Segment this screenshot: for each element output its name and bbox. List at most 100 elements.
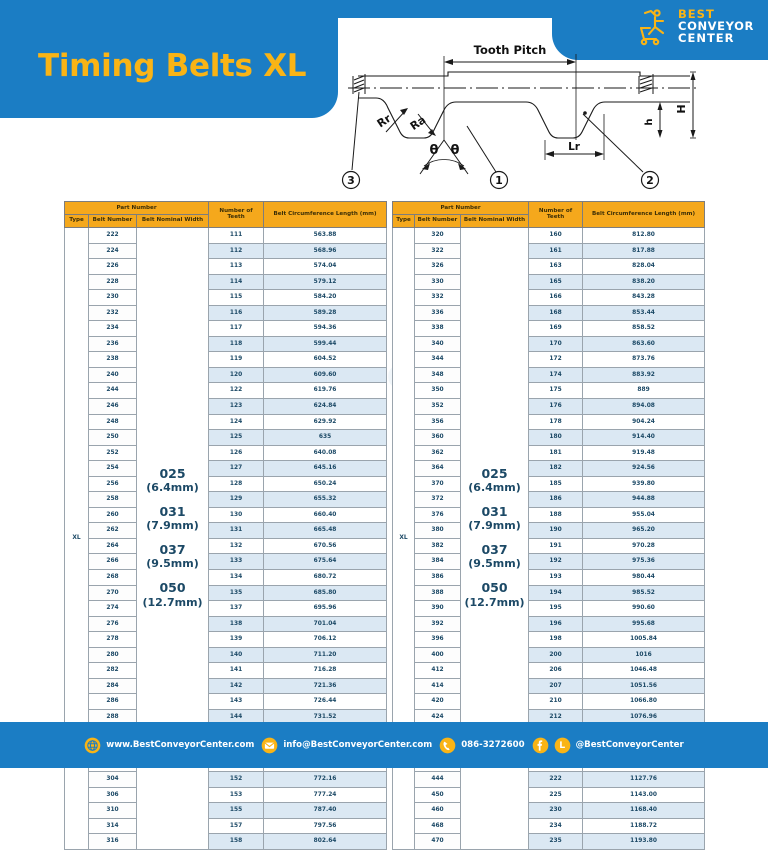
header-belt-number-right: Belt Number xyxy=(414,213,461,228)
cell-belt-number: 288 xyxy=(88,708,137,726)
table-row: 370 185 939.80 xyxy=(393,475,706,493)
cell-belt-circumference: 655.32 xyxy=(263,491,388,508)
cell-belt-number: 364 xyxy=(414,460,461,477)
cell-belt-number: 468 xyxy=(414,817,461,835)
cell-number-of-teeth: 133 xyxy=(208,553,265,570)
cell-belt-circumference: 731.52 xyxy=(263,708,388,726)
cell-number-of-teeth: 128 xyxy=(208,475,265,493)
cell-belt-circumference: 701.04 xyxy=(263,615,388,633)
table-row: 278 139 706.12 xyxy=(65,631,388,648)
table-row: 306 153 777.24 xyxy=(65,786,388,804)
cell-number-of-teeth: 157 xyxy=(208,817,265,835)
table-row: 468 234 1188.72 xyxy=(393,817,706,835)
cell-number-of-teeth: 181 xyxy=(528,444,584,462)
facebook-icon xyxy=(532,737,548,753)
table-row: 314 157 797.56 xyxy=(65,817,388,835)
table-row: 356 178 904.24 xyxy=(393,413,706,431)
cell-belt-number: 420 xyxy=(414,693,461,710)
cell-belt-circumference: 817.88 xyxy=(582,242,706,260)
cell-belt-circumference: 812.80 xyxy=(582,226,706,244)
cell-belt-circumference: 589.28 xyxy=(263,304,388,322)
cell-number-of-teeth: 200 xyxy=(528,646,584,664)
cell-number-of-teeth: 138 xyxy=(208,615,265,633)
cell-number-of-teeth: 119 xyxy=(208,351,265,368)
cell-belt-number: 286 xyxy=(88,693,137,710)
table-row: 276 138 701.04 xyxy=(65,615,388,633)
cell-belt-circumference: 838.20 xyxy=(582,273,706,291)
table-row: 224 112 568.96 xyxy=(65,242,388,260)
cell-belt-number: 304 xyxy=(88,771,137,788)
cell-belt-number: 470 xyxy=(414,833,461,850)
width-mm: (9.5mm) xyxy=(468,557,521,571)
table-row: 396 198 1005.84 xyxy=(393,631,706,648)
cell-belt-circumference: 635 xyxy=(263,429,388,446)
footer-social[interactable]: @BestConveyorCenter xyxy=(532,737,684,754)
cell-belt-circumference: 802.64 xyxy=(263,833,388,850)
cell-belt-number: 392 xyxy=(414,615,461,633)
cell-number-of-teeth: 143 xyxy=(208,693,265,710)
footer-email[interactable]: info@BestConveyorCenter.com xyxy=(261,737,432,754)
cell-belt-circumference: 1188.72 xyxy=(582,817,706,835)
cell-number-of-teeth: 196 xyxy=(528,615,584,633)
logo-line-conveyor: CONVEYOR xyxy=(678,19,754,34)
cell-belt-number: 276 xyxy=(88,615,137,633)
table-row: 338 169 858.52 xyxy=(393,320,706,337)
footer-website[interactable]: www.BestConveyorCenter.com xyxy=(84,737,254,754)
table-row: 262 131 665.48 xyxy=(65,522,388,539)
cell-belt-number: 232 xyxy=(88,304,137,322)
cell-belt-number: 320 xyxy=(414,226,461,244)
cell-belt-number: 348 xyxy=(414,366,461,384)
cell-belt-number: 250 xyxy=(88,429,137,446)
cell-belt-circumference: 828.04 xyxy=(582,258,706,275)
table-row: 340 170 863.60 xyxy=(393,335,706,353)
spec-tables: Part Number Number of Teeth Belt Circumf… xyxy=(0,201,768,850)
cell-belt-circumference: 619.76 xyxy=(263,382,388,399)
cell-belt-circumference: 853.44 xyxy=(582,304,706,322)
table-row: 226 113 574.04 xyxy=(65,258,388,275)
footer-phone[interactable]: 086-3272600 xyxy=(439,737,525,754)
cell-number-of-teeth: 122 xyxy=(208,382,265,399)
cell-belt-circumference: 579.12 xyxy=(263,273,388,291)
cell-number-of-teeth: 225 xyxy=(528,786,584,804)
cell-belt-number: 388 xyxy=(414,584,461,602)
cell-belt-circumference: 777.24 xyxy=(263,786,388,804)
cell-number-of-teeth: 112 xyxy=(208,242,265,260)
cell-number-of-teeth: 123 xyxy=(208,397,265,415)
cell-belt-number: 314 xyxy=(88,817,137,835)
cell-belt-circumference: 706.12 xyxy=(263,631,388,648)
table-row: 246 123 624.84 xyxy=(65,397,388,415)
cell-belt-circumference: 975.36 xyxy=(582,553,706,570)
table-row: 360 180 914.40 xyxy=(393,429,706,446)
table-row: 352 176 894.08 xyxy=(393,397,706,415)
table-row: 310 155 787.40 xyxy=(65,802,388,819)
cell-belt-number: 344 xyxy=(414,351,461,368)
table-row: 470 235 1193.80 xyxy=(393,833,706,850)
width-mm: (7.9mm) xyxy=(468,519,521,533)
cell-belt-number: 230 xyxy=(88,289,137,306)
cell-number-of-teeth: 191 xyxy=(528,537,584,555)
cell-number-of-teeth: 188 xyxy=(528,506,584,524)
cell-belt-circumference: 716.28 xyxy=(263,662,388,679)
cell-belt-number: 280 xyxy=(88,646,137,664)
cell-number-of-teeth: 124 xyxy=(208,413,265,431)
cell-number-of-teeth: 160 xyxy=(528,226,584,244)
cell-number-of-teeth: 118 xyxy=(208,335,265,353)
cell-belt-circumference: 568.96 xyxy=(263,242,388,260)
cell-belt-circumference: 563.88 xyxy=(263,226,388,244)
table-row: 412 206 1046.48 xyxy=(393,662,706,679)
table-row: 282 141 716.28 xyxy=(65,662,388,679)
table-row: 264 132 670.56 xyxy=(65,537,388,555)
cell-belt-number: 382 xyxy=(414,537,461,555)
cell-belt-circumference: 711.20 xyxy=(263,646,388,664)
cell-number-of-teeth: 134 xyxy=(208,569,265,586)
cell-number-of-teeth: 194 xyxy=(528,584,584,602)
table-row: 256 128 650.24 xyxy=(65,475,388,493)
cell-belt-circumference: 990.60 xyxy=(582,600,706,617)
table-row: 336 168 853.44 xyxy=(393,304,706,322)
cell-belt-number: 400 xyxy=(414,646,461,664)
cell-belt-circumference: 1046.48 xyxy=(582,662,706,679)
cell-number-of-teeth: 129 xyxy=(208,491,265,508)
cell-belt-circumference: 873.76 xyxy=(582,351,706,368)
table-row: 258 129 655.32 xyxy=(65,491,388,508)
width-code: 050 xyxy=(159,580,186,595)
